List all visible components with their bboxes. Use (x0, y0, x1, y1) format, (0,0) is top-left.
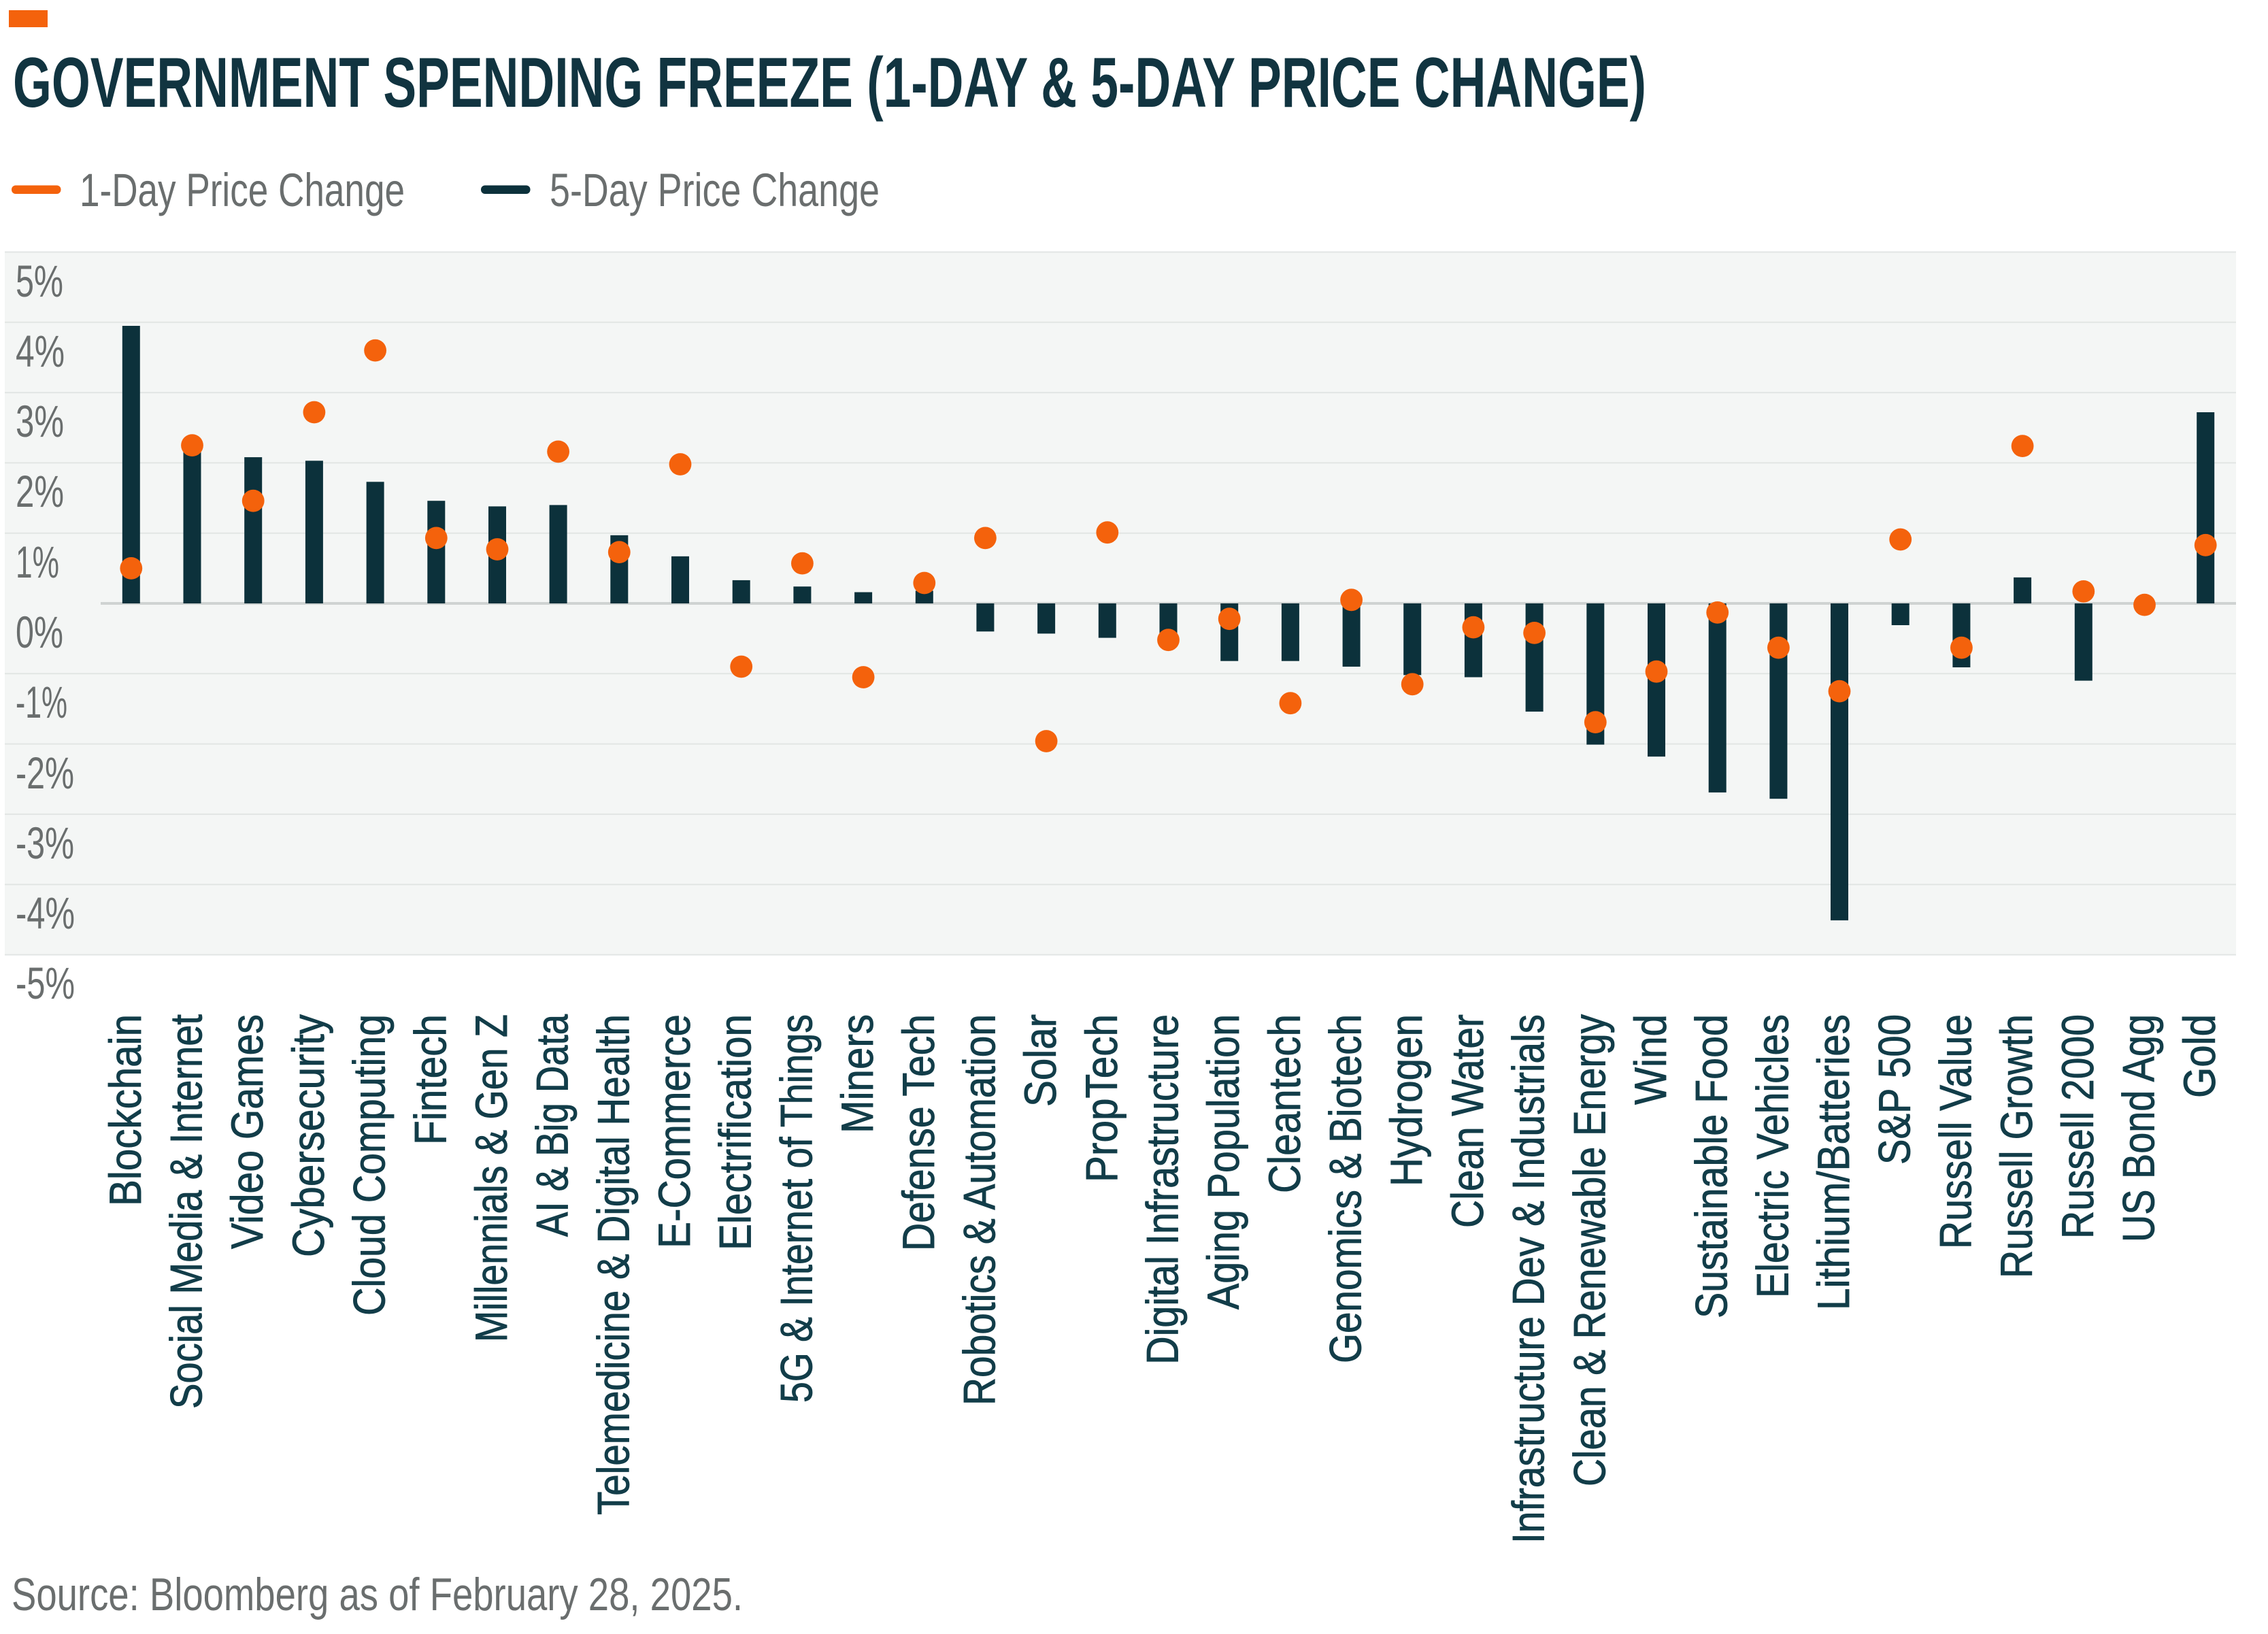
svg-text:5G & Internet of Things: 5G & Internet of Things (771, 1014, 821, 1403)
svg-text:US Bond Agg: US Bond Agg (2114, 1014, 2164, 1242)
svg-text:3%: 3% (16, 396, 64, 446)
svg-text:Defense Tech: Defense Tech (893, 1014, 944, 1251)
svg-text:-2%: -2% (16, 748, 74, 798)
svg-text:Solar: Solar (1015, 1014, 1065, 1107)
svg-text:Russell 2000: Russell 2000 (2052, 1014, 2103, 1239)
svg-text:Russell Value: Russell Value (1930, 1014, 1980, 1249)
svg-text:0%: 0% (16, 607, 63, 657)
svg-text:5%: 5% (16, 256, 63, 306)
svg-text:GOVERNMENT SPENDING FREEZE (1-: GOVERNMENT SPENDING FREEZE (1-DAY & 5-DA… (13, 44, 1646, 122)
svg-text:Cleantech: Cleantech (1259, 1014, 1310, 1193)
svg-text:Telemedicine & Digital Health: Telemedicine & Digital Health (588, 1014, 638, 1515)
svg-text:Clean & Renewable Energy: Clean & Renewable Energy (1564, 1014, 1614, 1486)
svg-text:Source: Bloomberg as of Februa: Source: Bloomberg as of February 28, 202… (12, 1569, 743, 1620)
svg-text:-5%: -5% (16, 958, 75, 1008)
svg-text:Gold: Gold (2174, 1014, 2224, 1098)
svg-text:-1%: -1% (16, 677, 67, 727)
svg-text:Fintech: Fintech (405, 1014, 455, 1145)
svg-text:Clean Water: Clean Water (1442, 1014, 1492, 1228)
svg-text:Lithium/Batteries: Lithium/Batteries (1808, 1014, 1858, 1310)
svg-text:-3%: -3% (16, 818, 74, 868)
svg-text:1%: 1% (16, 537, 59, 587)
svg-text:Electric Vehicles: Electric Vehicles (1747, 1014, 1797, 1298)
svg-text:4%: 4% (16, 326, 65, 376)
svg-text:Robotics & Automation: Robotics & Automation (954, 1014, 1004, 1405)
svg-text:Russell Growth: Russell Growth (1991, 1014, 2041, 1278)
svg-text:E-Commerce: E-Commerce (649, 1014, 699, 1248)
svg-text:PropTech: PropTech (1076, 1014, 1127, 1182)
svg-text:Video Games: Video Games (222, 1014, 272, 1249)
svg-text:Cloud Computing: Cloud Computing (344, 1014, 395, 1316)
svg-text:Infrastructure Dev & Industria: Infrastructure Dev & Industrials (1503, 1014, 1554, 1544)
svg-text:Electrification: Electrification (710, 1014, 761, 1250)
svg-text:Wind: Wind (1625, 1014, 1675, 1105)
svg-text:Social Media & Internet: Social Media & Internet (161, 1014, 212, 1409)
svg-text:Hydrogen: Hydrogen (1381, 1014, 1431, 1186)
svg-text:Sustainable Food: Sustainable Food (1686, 1014, 1737, 1318)
svg-text:Blockchain: Blockchain (100, 1014, 150, 1206)
svg-text:5-Day Price Change: 5-Day Price Change (550, 164, 880, 216)
svg-text:Aging Population: Aging Population (1198, 1014, 1248, 1310)
svg-text:AI & Big Data: AI & Big Data (527, 1014, 578, 1237)
svg-text:2%: 2% (16, 466, 64, 516)
svg-text:S&P 500: S&P 500 (1869, 1014, 1920, 1165)
svg-text:Digital Infrastructure: Digital Infrastructure (1137, 1014, 1188, 1365)
svg-text:Miners: Miners (832, 1014, 882, 1133)
svg-text:-4%: -4% (16, 888, 75, 938)
svg-text:Cybersecurity: Cybersecurity (283, 1014, 333, 1257)
svg-text:1-Day Price Change: 1-Day Price Change (80, 164, 405, 216)
svg-text:Millennials & Gen Z: Millennials & Gen Z (466, 1014, 516, 1342)
svg-text:Genomics & Biotech: Genomics & Biotech (1320, 1014, 1371, 1363)
